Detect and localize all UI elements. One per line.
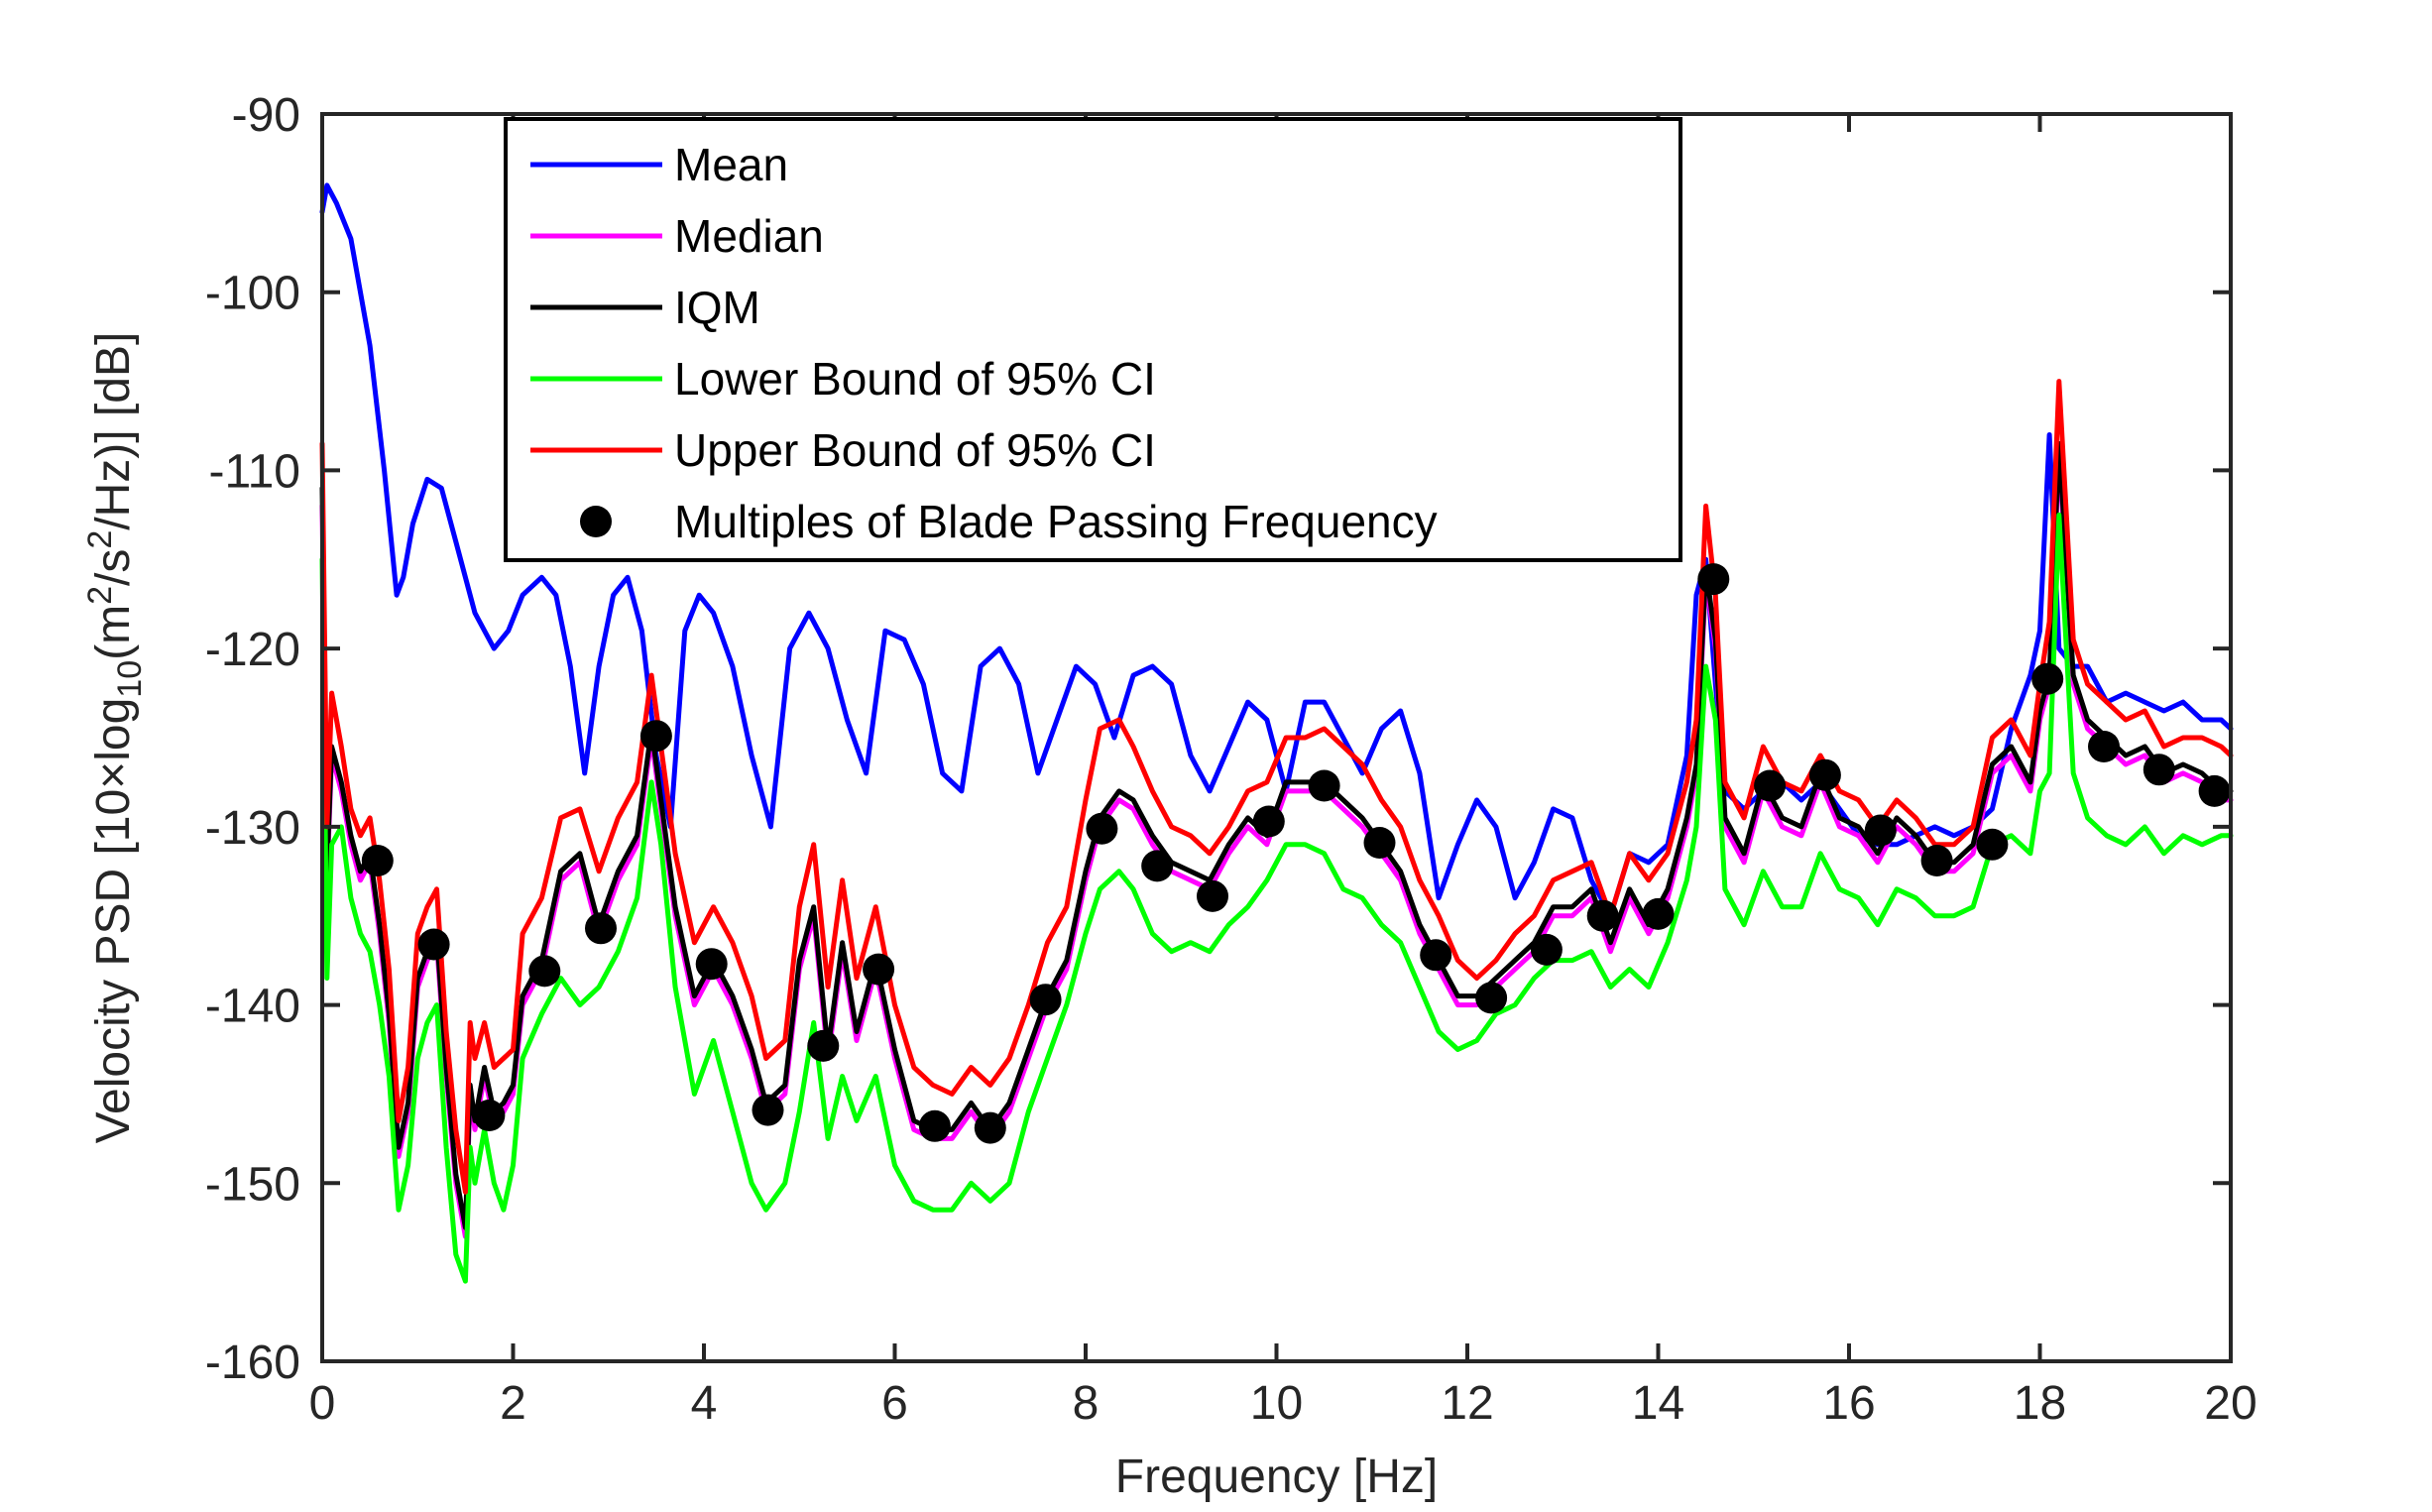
bpf-marker (1808, 758, 1841, 791)
bpf-marker (974, 1111, 1006, 1144)
y-tick-label: -160 (205, 1337, 300, 1389)
bpf-marker (361, 845, 394, 876)
y-tick-label: -150 (205, 1158, 300, 1211)
bpf-marker (807, 1029, 840, 1062)
bpf-marker (1920, 845, 1953, 876)
bpf-marker (1642, 897, 1675, 930)
y-axis-title: Velocity PSD [10×log10(m2/s2/Hz)] [dB] (81, 332, 149, 1144)
legend-label-4: Upper Bound of 95% CI (674, 424, 1156, 476)
bpf-marker (1475, 982, 1508, 1014)
bpf-marker (1976, 828, 2009, 861)
y-tick-label: -110 (208, 445, 300, 498)
bpf-marker (752, 1094, 784, 1126)
bpf-marker (1252, 805, 1285, 838)
y-title-prefix: Velocity PSD [10 (87, 789, 140, 1144)
x-tick-label: 12 (1441, 1377, 1493, 1430)
bpf-marker (639, 720, 672, 753)
bpf-marker (1029, 984, 1062, 1016)
legend-label-3: Lower Bound of 95% CI (674, 353, 1156, 405)
y-title-sup2: 2 (81, 530, 119, 549)
bpf-marker (2031, 662, 2064, 695)
x-tick-label: 18 (2014, 1377, 2066, 1430)
bpf-marker (2142, 754, 2175, 786)
y-title-unit-c: /Hz)] [dB] (87, 332, 140, 530)
bpf-marker (1697, 563, 1730, 596)
bpf-marker (2198, 774, 2231, 807)
bpf-marker (1086, 812, 1118, 845)
x-tick-label: 8 (1073, 1377, 1100, 1430)
series-line-4 (319, 379, 2234, 1195)
bpf-marker (918, 1109, 951, 1142)
tick-layer: 0 2 4 6 8 10 12 14 16 18 20 -160 -150 -140 -130 -120 -11… (205, 89, 2258, 1430)
y-title-unit-a: (m (87, 605, 140, 660)
y-tick-label: -90 (232, 89, 300, 142)
y-title-unit-b: /s (87, 549, 140, 586)
x-tick-label: 14 (1632, 1377, 1684, 1430)
bpf-marker (2088, 731, 2120, 762)
bpf-marker (1420, 939, 1452, 972)
series-line-0 (319, 182, 2234, 919)
bpf-marker (528, 955, 561, 988)
legend-box (504, 117, 1682, 562)
legend-label-0: Mean (674, 139, 788, 190)
legend: Mean Median IQM Lower Bound of 95% CI Upper … (504, 117, 1682, 562)
bpf-marker (695, 948, 728, 981)
bpf-marker (585, 912, 617, 945)
bpf-marker (1141, 850, 1174, 882)
y-tick-label: -130 (205, 802, 300, 855)
x-tick-label: 20 (2204, 1377, 2257, 1430)
bpf-marker (1197, 879, 1228, 912)
series-line-3 (319, 512, 2234, 1284)
legend-label-1: Median (674, 210, 824, 262)
bpf-marker (417, 928, 450, 961)
bpf-marker (473, 1100, 506, 1131)
y-title-log: log (87, 698, 140, 761)
x-tick-label: 6 (881, 1377, 908, 1430)
bpf-marker (1754, 769, 1787, 802)
bpf-marker (863, 953, 895, 986)
y-tick-label: -140 (205, 981, 300, 1033)
y-title-times: × (87, 761, 140, 789)
legend-label-2: IQM (674, 282, 760, 333)
y-tick-label: -100 (205, 268, 300, 320)
x-tick-label: 2 (500, 1377, 526, 1430)
legend-swatch-marker (580, 506, 612, 537)
marker-layer (361, 563, 2231, 1144)
x-tick-label: 0 (309, 1377, 336, 1430)
bpf-marker (1864, 814, 1897, 847)
y-tick-label: -120 (205, 624, 300, 676)
y-title-sup1: 2 (81, 586, 119, 605)
x-tick-label: 4 (691, 1377, 718, 1430)
bpf-marker (1530, 933, 1563, 966)
bpf-marker (1363, 827, 1396, 859)
x-tick-label: 16 (1822, 1377, 1875, 1430)
x-tick-label: 10 (1250, 1377, 1303, 1430)
legend-label-5: Multiples of Blade Passing Frequency (674, 496, 1438, 547)
bpf-marker (1586, 899, 1619, 932)
y-title-sub: 10 (111, 660, 149, 698)
x-axis-title: Frequency [Hz] (1115, 1451, 1438, 1503)
legend-items: Mean Median IQM Lower Bound of 95% CI Upper … (530, 139, 1438, 547)
bpf-marker (1308, 769, 1340, 802)
